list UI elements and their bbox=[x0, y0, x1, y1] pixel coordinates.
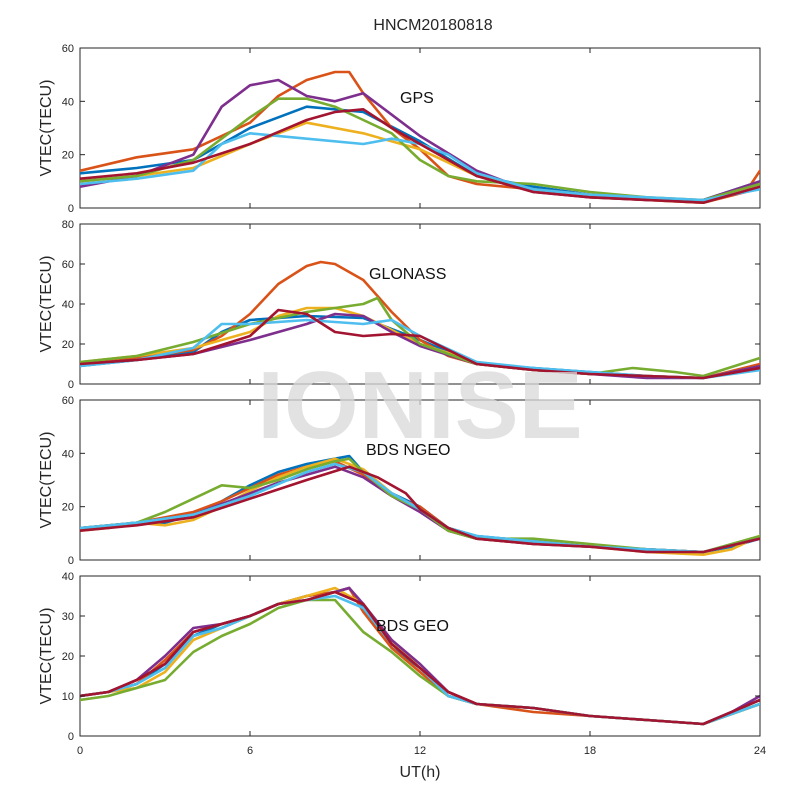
y-tick-label: 0 bbox=[68, 379, 74, 391]
plot-area bbox=[79, 575, 761, 737]
y-tick-label: 30 bbox=[62, 611, 74, 623]
y-tick-label: 60 bbox=[62, 43, 74, 55]
chart-panel: 0 20 40 60 80 VTEC(TECU) GLONASS bbox=[38, 219, 761, 391]
y-tick-label: 20 bbox=[62, 339, 74, 351]
series-line bbox=[80, 457, 760, 554]
x-tick-label: 0 bbox=[77, 745, 83, 757]
y-tick-label: 40 bbox=[62, 299, 74, 311]
figure-title: HNCM20180818 bbox=[373, 17, 492, 34]
y-axis-label: VTEC(TECU) bbox=[38, 608, 55, 705]
series-group bbox=[80, 260, 760, 380]
y-tick-label: 40 bbox=[62, 571, 74, 583]
y-tick-label: 80 bbox=[62, 219, 74, 231]
y-tick-label: 40 bbox=[62, 96, 74, 108]
y-tick-label: 0 bbox=[68, 555, 74, 567]
chart-panel: 0 10 20 30 40 0 6 12 18 24 VTEC(TECU) BDS GEO bbox=[38, 571, 766, 757]
y-tick-label: 0 bbox=[68, 731, 74, 743]
plot-area bbox=[79, 47, 761, 209]
series-line bbox=[80, 465, 760, 554]
panel-label: BDS NGEO bbox=[366, 442, 450, 459]
plot-area bbox=[79, 223, 761, 385]
series-line bbox=[80, 296, 760, 378]
y-tick-label: 20 bbox=[62, 651, 74, 663]
series-group bbox=[80, 70, 760, 204]
x-tick-label: 6 bbox=[247, 745, 253, 757]
chart-panel: 0 20 40 60 VTEC(TECU) BDS NGEO bbox=[38, 395, 761, 567]
y-tick-label: 60 bbox=[62, 395, 74, 407]
y-tick-label: 10 bbox=[62, 691, 74, 703]
series-group bbox=[80, 454, 760, 557]
x-tick-label: 12 bbox=[414, 745, 426, 757]
chart-panel: 0 20 40 60 VTEC(TECU) GPS bbox=[38, 43, 761, 215]
x-tick-label: 18 bbox=[584, 745, 596, 757]
series-line bbox=[80, 590, 760, 726]
x-axis-label: UT(h) bbox=[400, 764, 441, 781]
y-tick-label: 60 bbox=[62, 259, 74, 271]
panel-label: GPS bbox=[400, 90, 434, 107]
panel-label: GLONASS bbox=[369, 266, 446, 283]
panel-label: BDS GEO bbox=[376, 618, 449, 635]
series-group bbox=[80, 586, 760, 726]
y-axis-label: VTEC(TECU) bbox=[38, 432, 55, 529]
y-tick-label: 20 bbox=[62, 150, 74, 162]
y-axis-label: VTEC(TECU) bbox=[38, 80, 55, 177]
y-tick-label: 20 bbox=[62, 502, 74, 514]
series-line bbox=[80, 97, 760, 202]
x-tick-label: 24 bbox=[754, 745, 766, 757]
y-tick-label: 40 bbox=[62, 448, 74, 460]
series-line bbox=[80, 108, 760, 204]
series-line bbox=[80, 462, 760, 554]
y-axis-label: VTEC(TECU) bbox=[38, 256, 55, 353]
y-tick-label: 0 bbox=[68, 203, 74, 215]
watermark: IONISE bbox=[257, 352, 582, 459]
series-line bbox=[80, 308, 760, 380]
